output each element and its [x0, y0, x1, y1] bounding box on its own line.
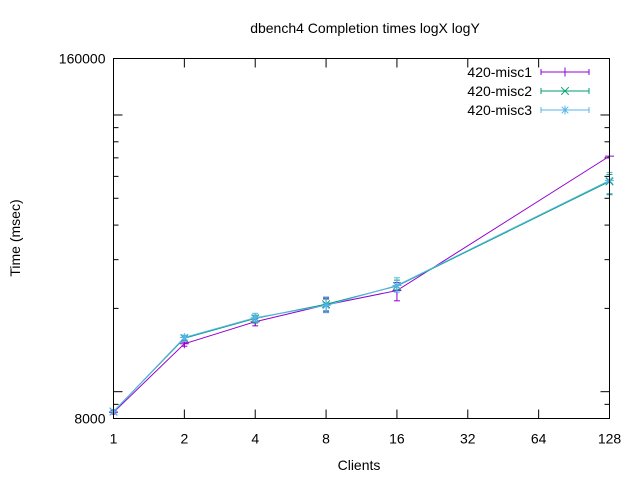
data-point: [180, 333, 189, 342]
x-axis-label: Clients: [338, 457, 381, 473]
series-group: [109, 151, 614, 417]
chart-title: dbench4 Completion times logX logY: [250, 20, 480, 36]
series-420-misc1: [109, 151, 614, 417]
x-tick-label: 4: [251, 431, 259, 447]
x-tick-label: 64: [531, 431, 547, 447]
x-tick-label: 1: [110, 431, 118, 447]
plot-frame: [113, 58, 610, 419]
series-line: [113, 179, 610, 412]
series-line: [113, 181, 610, 412]
data-point: [251, 314, 259, 322]
legend-label: 420-misc1: [467, 64, 532, 80]
y-axis-label: Time (msec): [7, 199, 23, 276]
data-point: [322, 301, 330, 310]
legend-label: 420-misc3: [467, 102, 532, 118]
series-line: [113, 155, 610, 413]
x-tick-label: 16: [389, 431, 405, 447]
data-point: [393, 281, 401, 290]
x-tick-label: 8: [322, 431, 330, 447]
x-tick-label: 2: [180, 431, 188, 447]
legend: 420-misc1 420-misc2 420-misc3: [467, 64, 590, 118]
x-tick-label: 128: [598, 431, 622, 447]
y-tick-label: 8000: [74, 411, 105, 427]
series-420-misc3: [109, 171, 614, 417]
x-tick-label: 32: [460, 431, 476, 447]
legend-marker: [560, 86, 570, 96]
series-420-misc2: [109, 173, 614, 416]
tick-marks: [113, 58, 610, 419]
legend-label: 420-misc2: [467, 83, 532, 99]
tick-labels: 1 2 4 8 16 32 64 128 8000 160000: [59, 51, 622, 447]
y-tick-label: 160000: [59, 51, 106, 67]
legend-marker: [561, 106, 569, 114]
